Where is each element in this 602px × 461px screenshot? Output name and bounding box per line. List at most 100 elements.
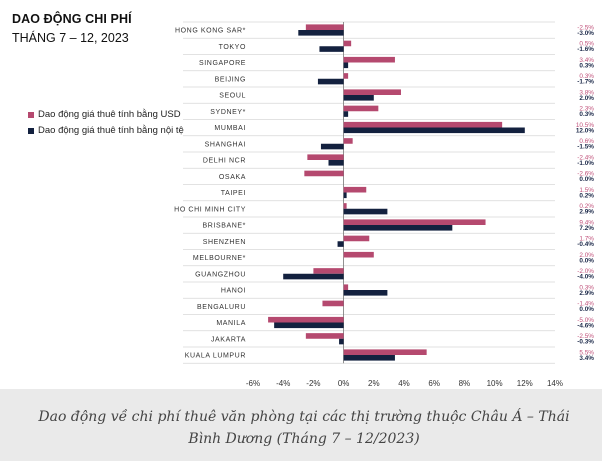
bar-usd: [343, 56, 395, 63]
value-label-usd: 0.5%: [579, 41, 594, 48]
value-label-usd: 3.4%: [579, 57, 594, 64]
value-label-local: 0.3%: [579, 62, 594, 69]
bar-local: [319, 46, 344, 52]
value-label-usd: 3.8%: [579, 89, 594, 96]
bar-local: [343, 290, 388, 296]
category-label: BEIJING: [215, 76, 246, 83]
bar-local: [343, 62, 349, 69]
legend-label-usd: Dao động giá thuê tính bằng USD: [38, 109, 181, 120]
bar-chart: HONG KONG SAR* -2.5%-3.0% TOKYO 0.5%-1.6% SI…: [174, 21, 594, 388]
bar-usd: [343, 284, 349, 290]
category-label: TOKYO: [219, 44, 246, 51]
category-label: TAIPEI: [221, 190, 246, 197]
bar-usd: [268, 316, 344, 323]
bar-local: [343, 208, 388, 215]
value-label-local: 0.2%: [579, 192, 594, 199]
bar-local: [343, 355, 395, 361]
bar-usd: [343, 203, 347, 209]
bar-local: [328, 160, 344, 166]
x-tick-label: 8%: [459, 379, 471, 388]
category-label: SEOUL: [219, 93, 246, 100]
value-label-local: -1.0%: [577, 160, 594, 167]
x-tick-label: 0%: [338, 379, 350, 388]
value-label-local: 3.4%: [579, 355, 594, 362]
bar-local: [339, 338, 344, 345]
value-label-usd: 1.7%: [579, 236, 594, 243]
value-label-usd: 9.4%: [579, 219, 594, 226]
category-label: BRISBANE*: [202, 223, 246, 230]
value-label-usd: -2.6%: [577, 171, 594, 178]
bar-usd: [343, 235, 370, 242]
bar-local: [320, 143, 344, 150]
bar-usd: [305, 333, 344, 339]
bar-usd: [304, 170, 344, 177]
bar-usd: [307, 154, 344, 160]
bar-usd: [343, 89, 401, 95]
value-label-usd: 2.0%: [579, 252, 594, 259]
bar-local: [298, 30, 344, 36]
category-label: OSAKA: [219, 174, 246, 181]
x-tick-label: 14%: [547, 379, 563, 388]
category-label: HANOI: [221, 288, 246, 295]
bar-usd: [305, 24, 344, 30]
bar-usd: [322, 300, 344, 307]
value-label-local: 2.9%: [579, 209, 594, 216]
value-label-usd: -2.5%: [577, 24, 594, 31]
bar-local: [274, 322, 344, 329]
value-label-local: -4.0%: [577, 274, 594, 281]
category-label: GUANGZHOU: [195, 271, 246, 278]
bar-usd: [343, 186, 367, 193]
x-tick-label: -4%: [276, 379, 290, 388]
value-label-usd: 0.3%: [579, 284, 594, 291]
value-label-local: -1.5%: [577, 144, 594, 151]
bar-usd: [343, 349, 427, 355]
category-label: MANILA: [216, 320, 246, 327]
category-label: HONG KONG SAR*: [175, 28, 246, 35]
x-tick-label: 4%: [398, 379, 410, 388]
value-label-usd: -2.0%: [577, 268, 594, 275]
value-label-usd: 0.2%: [579, 203, 594, 210]
category-label: KUALA LUMPUR: [185, 353, 246, 360]
bar-usd: [343, 105, 379, 112]
bar-local: [337, 241, 344, 247]
value-label-local: 0.3%: [579, 111, 594, 118]
x-tick-label: 6%: [428, 379, 440, 388]
value-label-local: -3.0%: [577, 30, 594, 37]
x-tick-label: 10%: [487, 379, 503, 388]
bar-usd: [343, 138, 353, 144]
value-label-usd: 10.5%: [576, 122, 594, 129]
category-label: HO CHI MINH CITY: [174, 206, 246, 213]
x-tick-label: 12%: [517, 379, 533, 388]
x-tick-label: -6%: [246, 379, 260, 388]
bar-local: [343, 127, 525, 134]
bar-usd: [343, 73, 349, 79]
category-label: SINGAPORE: [199, 60, 246, 67]
value-label-local: -0.4%: [577, 241, 594, 248]
legend-swatch-local: [28, 128, 34, 134]
value-label-local: 2.9%: [579, 290, 594, 297]
category-label: JAKARTA: [211, 336, 246, 343]
category-label: MELBOURNE*: [193, 255, 246, 262]
value-label-usd: 0.3%: [579, 73, 594, 80]
value-label-local: -0.3%: [577, 339, 594, 346]
bar-local: [283, 273, 344, 280]
category-label: SHANGHAI: [205, 141, 246, 148]
chart-subtitle: THÁNG 7 – 12, 2023: [12, 31, 129, 45]
bar-usd: [343, 40, 352, 47]
value-label-usd: 1.5%: [579, 187, 594, 194]
value-label-local: 12.0%: [576, 127, 594, 134]
value-label-local: 0.0%: [579, 176, 594, 183]
value-label-local: 7.2%: [579, 225, 594, 232]
value-label-local: -1.7%: [577, 79, 594, 86]
category-label: BENGALURU: [197, 304, 246, 311]
category-label: SYDNEY*: [210, 109, 246, 116]
value-label-usd: 2.3%: [579, 106, 594, 113]
legend-label-local: Dao động giá thuê tính bằng nội tệ: [38, 125, 184, 136]
legend-item-usd: Dao động giá thuê tính bằng USD: [28, 109, 181, 120]
value-label-local: 0.0%: [579, 257, 594, 264]
legend-swatch-usd: [28, 112, 34, 118]
chart-title: DAO ĐỘNG CHI PHÍ: [12, 12, 132, 26]
value-label-local: -1.6%: [577, 46, 594, 53]
bar-usd: [343, 121, 503, 128]
figure-caption: Dao động về chi phí thuê văn phòng tại c…: [38, 409, 570, 447]
